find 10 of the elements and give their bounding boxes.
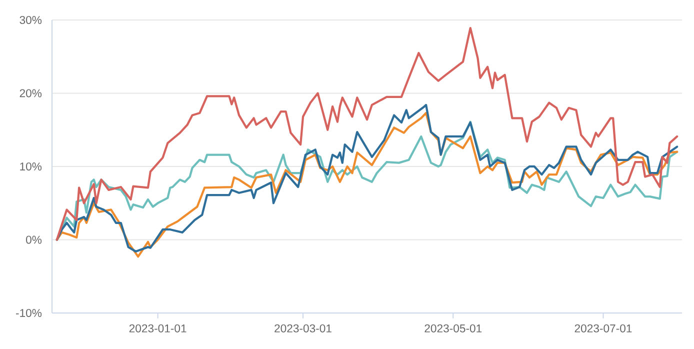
y-tick-label: 10% (20, 162, 42, 170)
x-tick-label: 2023-03-01 (274, 324, 332, 332)
y-tick-label: 0% (26, 236, 42, 244)
x-tick-label: 2023-07-01 (574, 324, 632, 332)
x-tick-label: 2023-01-01 (129, 324, 186, 332)
x-tick-label: 2023-05-01 (424, 324, 482, 332)
y-tick-label: 30% (20, 16, 42, 24)
y-tick-label: -10% (16, 308, 42, 317)
y-tick-label: 20% (20, 89, 42, 98)
line-series (56, 26, 678, 241)
